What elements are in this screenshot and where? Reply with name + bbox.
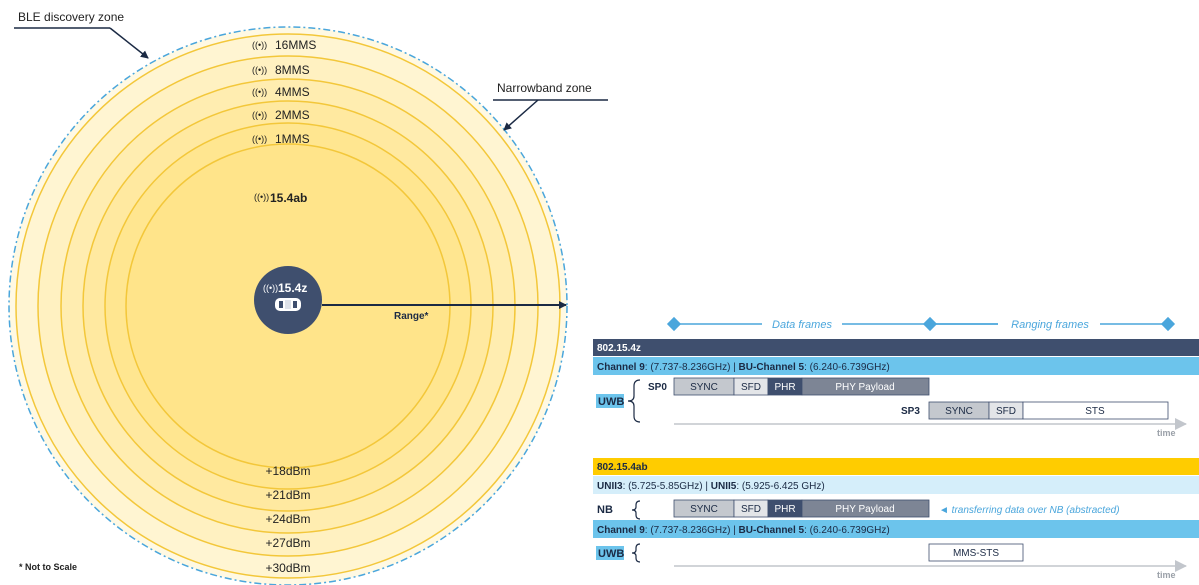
- range-label: Range*: [394, 311, 429, 322]
- data-frames-label: Data frames: [772, 319, 832, 331]
- mms-label-16: 16MMS: [275, 38, 316, 52]
- nb-label: NB: [597, 504, 613, 516]
- nb-payload-label: PHY Payload: [835, 504, 894, 515]
- ab-title: 802.15.4ab: [597, 462, 648, 473]
- icon-signal: ((•)): [252, 65, 267, 75]
- mms-sts-field: [928, 543, 1024, 562]
- power-label-24: +24dBm: [265, 512, 310, 526]
- z-uwb-label: UWB: [598, 396, 624, 408]
- ab-label: 15.4ab: [270, 191, 307, 205]
- power-labels: +18dBm +21dBm +24dBm +27dBm +30dBm: [265, 464, 310, 575]
- mms-label-4: 4MMS: [275, 85, 310, 99]
- mms-sts-label: MMS-STS: [953, 548, 999, 559]
- icon-signal: ((•)): [254, 192, 269, 202]
- z-brace: [627, 379, 641, 423]
- mms-label-8: 8MMS: [275, 63, 310, 77]
- power-label-30: +30dBm: [265, 561, 310, 575]
- sp0-phr-label: PHR: [774, 382, 795, 393]
- icon-signal: ((•)): [252, 134, 267, 144]
- z-uwb-tag: [596, 394, 624, 408]
- z-time-label: time: [1157, 428, 1176, 438]
- power-label-27: +27dBm: [265, 536, 310, 550]
- z-header-bar: [593, 339, 1199, 356]
- car-icon: [275, 298, 301, 311]
- ble-zone-label: BLE discovery zone: [18, 10, 124, 24]
- z-channel-text: Channel 9: (7.737-8.236GHz) | BU-Channel…: [597, 362, 890, 373]
- sp0-sync-label: SYNC: [690, 382, 718, 393]
- nb-brace: [631, 500, 641, 520]
- nb-payload-field: [801, 499, 930, 518]
- z-channel-bar: [593, 357, 1199, 375]
- nb-note: ◄ transferring data over NB (abstracted): [939, 505, 1120, 516]
- ab-unii-bar: [593, 476, 1199, 494]
- icon-signal: ((•)): [263, 283, 278, 293]
- narrowband-zone-label: Narrowband zone: [497, 81, 592, 95]
- ab-channel-bar: [593, 520, 1199, 538]
- mms-labels: ((•)) 16MMS ((•)) 8MMS ((•)) 4MMS ((•)) …: [252, 38, 316, 205]
- ab-time-label: time: [1157, 570, 1176, 580]
- ab-header-bar: [593, 458, 1199, 475]
- icon-signal: ((•)): [252, 40, 267, 50]
- power-label-21: +21dBm: [265, 488, 310, 502]
- nb-sfd-label: SFD: [741, 504, 761, 515]
- icon-signal: ((•)): [252, 87, 267, 97]
- center-device: ((•)) 15.4z: [254, 266, 322, 334]
- sp3-sfd-label: SFD: [996, 406, 1016, 417]
- section-802-15-4z: 802.15.4z Channel 9: (7.737-8.236GHz) | …: [593, 339, 1199, 438]
- sp3-sync-label: SYNC: [945, 406, 973, 417]
- sp0-sfd-label: SFD: [741, 382, 761, 393]
- power-label-18: +18dBm: [265, 464, 310, 478]
- sp3-sts-label: STS: [1085, 406, 1105, 417]
- frame-axis: Data frames Ranging frames: [666, 316, 1176, 332]
- mms-label-2: 2MMS: [275, 108, 310, 122]
- sp0-label: SP0: [648, 382, 667, 393]
- ble-callout: BLE discovery zone: [14, 10, 149, 59]
- sp0-payload-field: [801, 377, 930, 396]
- sp0-payload-label: PHY Payload: [835, 382, 894, 393]
- ranging-frames-label: Ranging frames: [1011, 319, 1089, 331]
- narrowband-callout: Narrowband zone: [493, 81, 608, 131]
- center-label: 15.4z: [278, 281, 307, 295]
- mms-label-1: 1MMS: [275, 132, 310, 146]
- footnote: * Not to Scale: [19, 562, 77, 572]
- z-title: 802.15.4z: [597, 343, 641, 354]
- section-802-15-4ab: 802.15.4ab UNII3: (5.725-5.85GHz) | UNII…: [593, 458, 1199, 580]
- sp3-sts-field: [1022, 401, 1169, 420]
- icon-signal: ((•)): [252, 110, 267, 120]
- sp3-label: SP3: [901, 406, 920, 417]
- ab-unii-text: UNII3: (5.725-5.85GHz) | UNII5: (5.925-6…: [597, 481, 825, 492]
- nb-sync-label: SYNC: [690, 504, 718, 515]
- nb-phr-label: PHR: [774, 504, 795, 515]
- ab-uwb-tag: [596, 546, 624, 560]
- ab-uwb-label: UWB: [598, 548, 624, 560]
- ab-uwb-brace: [631, 543, 641, 563]
- ab-channel-text: Channel 9: (7.737-8.236GHz) | BU-Channel…: [597, 525, 890, 536]
